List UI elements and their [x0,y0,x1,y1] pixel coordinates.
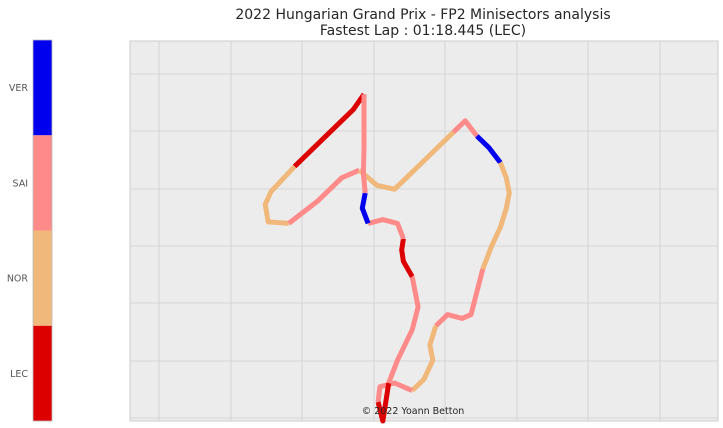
grid-lines [130,41,718,421]
minisector-6 [480,161,512,270]
chart-subtitle: Fastest Lap : 01:18.445 (LEC) [320,23,526,39]
minisector-7 [434,268,486,328]
minisector-8 [410,325,439,393]
minisector-10 [375,382,392,424]
track-map [262,92,512,424]
minisector-5 [475,134,503,165]
minisector-4 [451,118,479,138]
minisector-3 [357,130,456,192]
colorbar-labels: VER SAI NOR LEC [7,83,29,380]
colorbar-label-sai: SAI [12,178,28,189]
minisector-12 [399,238,415,278]
chart-title: 2022 Hungarian Grand Prix - FP2 Minisect… [235,7,610,23]
minisector-2 [287,167,361,226]
minisector-14 [359,192,371,225]
colorbar-label-lec: LEC [10,369,28,380]
minisector-1 [262,164,297,226]
minisector-15 [360,94,368,194]
colorbar-segment-lec [33,325,52,422]
minisector-13 [367,217,406,240]
colorbar-segment-sai [33,135,52,231]
minisector-0 [292,92,367,169]
colorbar-segment-nor [33,230,52,326]
colorbar-segment-ver [33,40,52,136]
plot-area [129,40,719,422]
colorbar-border [32,39,53,422]
driver-colorbar [32,39,53,422]
credit-text: © 2022 Yoann Betton [362,406,465,417]
minisector-11 [386,276,421,384]
colorbar-label-nor: NOR [7,274,29,285]
colorbar-label-ver: VER [9,83,29,94]
